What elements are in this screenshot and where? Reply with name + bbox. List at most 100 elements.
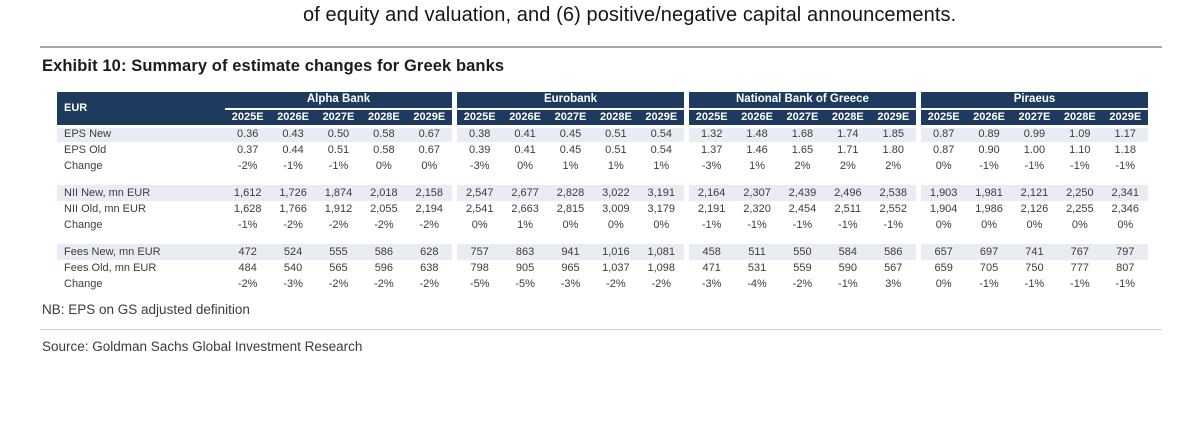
table-year-header: 2026E <box>270 109 316 126</box>
table-row: Fees Old, mn EUR 484 540 565 596 638 798 905 965… <box>57 260 1148 276</box>
table-cell: -2% <box>419 218 440 231</box>
table-cell: 2,121 <box>1011 185 1058 201</box>
group-gap-cell <box>915 185 921 201</box>
table-cell: -2% <box>606 277 626 290</box>
table-row: Fees New, mn EUR 472 524 555 586 628 757 863 941… <box>57 244 1148 260</box>
group-gap-cell <box>683 260 689 276</box>
group-gap-cell <box>452 217 458 233</box>
table-cell: 2,018 <box>361 185 407 201</box>
table-cell: 0.36 <box>225 124 271 142</box>
group-gap-cell <box>452 201 458 217</box>
table-cell: -4% <box>747 277 767 290</box>
group-gap-cell <box>452 244 458 260</box>
table-year-header: 2027E <box>779 109 826 126</box>
table-cell: -2% <box>328 218 349 231</box>
table-cell: -3% <box>701 277 722 290</box>
body-paragraph-text: of equity and valuation, and (6) positiv… <box>303 4 957 26</box>
group-gap-cell <box>915 201 921 217</box>
table-cell: -2% <box>374 218 394 231</box>
table-cell: 0.50 <box>315 124 362 142</box>
table-cell: 1% <box>653 159 670 172</box>
table-cell: 797 <box>1102 244 1148 260</box>
table-row: Change -2% -3% -2% -2% -2% -5% -5% -3% -2% -2% -3% -… <box>57 276 1148 292</box>
table-cell: 584 <box>825 244 871 260</box>
estimates-table-container: EUR Alpha Bank Eurobank National Bank of Gr… <box>57 92 1148 292</box>
table-cell: 628 <box>406 244 453 260</box>
table-cell: 2,250 <box>1057 185 1103 201</box>
table-cell: 807 <box>1116 261 1135 274</box>
table-cell: 0.45 <box>547 124 594 142</box>
table-cell: 2% <box>794 159 811 172</box>
table-year-header: 2025E <box>225 109 271 126</box>
table-cell: 2,538 <box>870 185 916 201</box>
table-cell: 596 <box>374 261 394 274</box>
table-group-header: National Bank of Greece <box>688 92 916 110</box>
table-row-label: Fees Old, mn EUR <box>64 261 157 274</box>
table-cell: 0.58 <box>373 143 395 156</box>
table-cell: 2,454 <box>788 202 817 215</box>
table-cell: -3% <box>560 277 581 290</box>
table-cell: 2,663 <box>511 202 539 215</box>
table-cell: 2,255 <box>1066 202 1094 215</box>
table-cell: -1% <box>1070 277 1090 290</box>
table-cell: 1.65 <box>791 143 814 156</box>
table-cell: 2,828 <box>547 185 594 201</box>
table-cell: 1,903 <box>920 185 967 201</box>
table-cell: 458 <box>688 244 735 260</box>
group-gap-cell <box>452 124 458 142</box>
table-cell: 798 <box>470 261 489 274</box>
table-cell: 0.89 <box>966 124 1012 142</box>
table-year-header: 2029E <box>638 109 684 126</box>
table-cell: 1% <box>607 159 624 172</box>
table-cell: 0.58 <box>361 124 407 142</box>
table-cell: 0% <box>607 218 624 231</box>
estimates-table: EUR Alpha Bank Eurobank National Bank of Gr… <box>57 92 1148 292</box>
table-cell: 0.37 <box>236 143 259 156</box>
table-cell: 555 <box>315 244 362 260</box>
table-year-header: 2025E <box>920 109 967 126</box>
group-gap-cell <box>683 276 689 292</box>
table-cell: 1,037 <box>602 261 630 274</box>
table-cell: 472 <box>225 244 271 260</box>
table-year-header: 2025E <box>457 109 503 126</box>
table-cell: 0.39 <box>469 143 491 156</box>
table-cell: 0.51 <box>327 143 350 156</box>
table-group-header: Piraeus <box>920 92 1148 110</box>
table-cell: 750 <box>1025 261 1044 274</box>
group-gap-cell <box>915 217 921 233</box>
group-gap-cell <box>683 124 689 142</box>
table-cell: 2,055 <box>370 202 398 215</box>
table-cell: 3% <box>885 277 902 290</box>
table-cell: 2,547 <box>457 185 503 201</box>
table-cell: -1% <box>792 218 813 231</box>
group-gap-cell <box>683 217 689 233</box>
table-row: EPS New 0.36 0.43 0.50 0.58 0.67 0.38 0.41 0.45 0… <box>57 124 1148 142</box>
table-cell: 586 <box>870 244 916 260</box>
group-gap-cell <box>452 158 458 174</box>
table-cell: 657 <box>920 244 967 260</box>
table-cell: 1% <box>562 159 579 172</box>
table-cell: 1.46 <box>746 143 768 156</box>
group-gap-cell <box>452 276 458 292</box>
table-cell: 2% <box>839 159 856 172</box>
table-cell: -1% <box>747 218 767 231</box>
table-group-header: Alpha Bank <box>225 92 453 110</box>
table-cell: 1.85 <box>870 124 916 142</box>
table-cell: 0% <box>935 159 952 172</box>
table-cell: 590 <box>838 261 858 274</box>
table-cell: -1% <box>1115 277 1136 290</box>
table-cell: -1% <box>701 218 722 231</box>
table-cell: 0% <box>1117 218 1134 231</box>
table-cell: 2,552 <box>879 202 908 215</box>
table-cell: 1,874 <box>315 185 362 201</box>
table-cell: 0% <box>421 159 438 172</box>
table-cell: 941 <box>547 244 594 260</box>
table-cell: 1,628 <box>233 202 262 215</box>
table-cell: 1,612 <box>225 185 271 201</box>
table-cell: 0% <box>1071 218 1088 231</box>
table-cell: 2,191 <box>697 202 726 215</box>
group-gap-cell <box>683 185 689 201</box>
table-cell: -1% <box>979 277 999 290</box>
table-year-header: 2027E <box>547 109 594 126</box>
table-cell: 0.67 <box>406 124 453 142</box>
